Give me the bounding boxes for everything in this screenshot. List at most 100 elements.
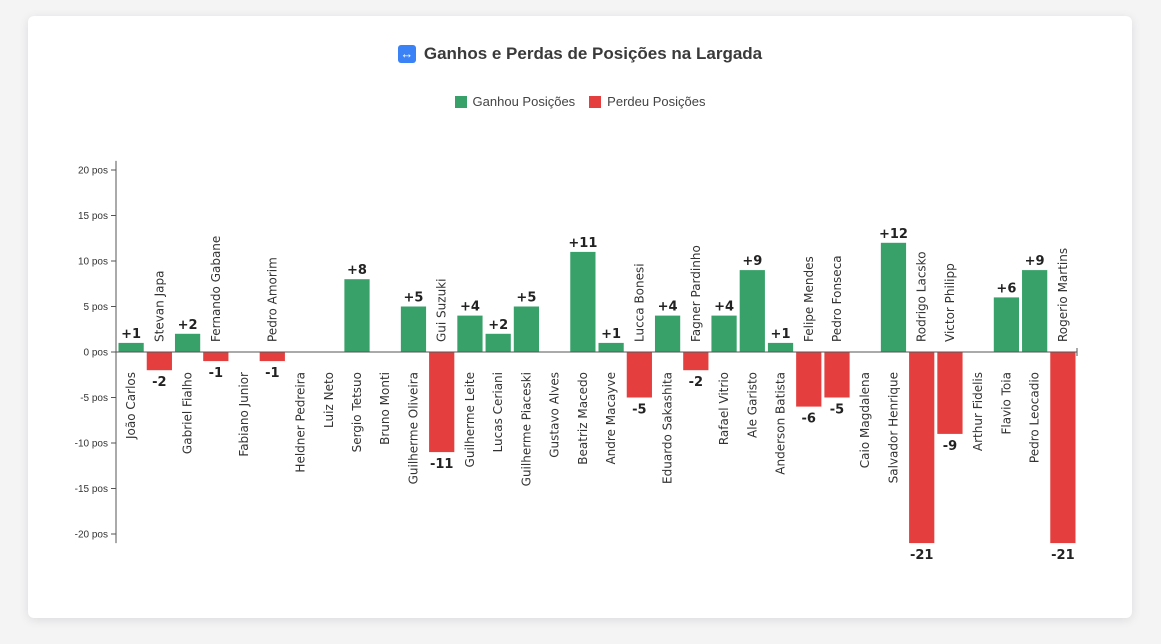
- y-tick-label: -10 pos: [75, 439, 108, 450]
- bar: [174, 333, 201, 352]
- category-label: Fagner Pardinho: [689, 245, 703, 342]
- chart-title-text: Ganhos e Perdas de Posições na Largada: [423, 44, 763, 63]
- bar: [739, 270, 765, 352]
- category-label: João Carlos: [124, 372, 138, 440]
- bar-value-label: -6: [802, 412, 816, 427]
- legend-label-loss: Perdeu Posições: [607, 94, 706, 109]
- bar: [824, 352, 850, 398]
- bar: [937, 352, 963, 434]
- bar: [203, 352, 229, 362]
- legend-label-gain: Ganhou Posições: [472, 94, 576, 109]
- bar-value-label: -1: [209, 366, 223, 381]
- bar: [711, 315, 737, 352]
- bar: [344, 279, 370, 352]
- bar-value-label: -11: [430, 457, 454, 472]
- bar: [683, 352, 709, 371]
- category-label: Pedro Fonseca: [830, 255, 844, 342]
- bar: [767, 342, 794, 352]
- bar-value-label: -5: [830, 403, 844, 418]
- bar-value-label: -2: [152, 375, 166, 390]
- category-label: Bruno Monti: [378, 372, 392, 445]
- bar: [993, 297, 1020, 352]
- category-label: Lucca Bonesi: [632, 263, 646, 342]
- bar-value-label: +5: [516, 291, 536, 306]
- y-tick-label: -20 pos: [75, 530, 108, 541]
- y-tick-label: 10 pos: [78, 257, 108, 268]
- y-tick-label: 0 pos: [84, 348, 108, 359]
- bar-value-label: -21: [1051, 548, 1075, 563]
- bar: [570, 251, 596, 352]
- bar-value-label: +6: [996, 281, 1016, 296]
- bar: [485, 333, 511, 352]
- bar-value-label: +2: [178, 318, 198, 333]
- bar: [1050, 352, 1076, 544]
- category-label: Lucas Ceriani: [491, 372, 505, 452]
- category-label: Victor Philipp: [943, 263, 957, 342]
- category-label: Caio Magdalena: [858, 372, 872, 468]
- bar: [513, 306, 540, 352]
- y-tick-label: 5 pos: [84, 302, 108, 313]
- bar-value-label: +4: [658, 300, 678, 315]
- bar: [654, 315, 681, 352]
- category-label: Arthur Fidelis: [971, 372, 985, 451]
- bar-value-label: +5: [403, 291, 423, 306]
- bar-value-label: +2: [488, 318, 508, 333]
- bar: [457, 315, 483, 352]
- legend-item-gain[interactable]: Ganhou Posições: [454, 94, 576, 109]
- category-label: Ale Garisto: [745, 372, 759, 438]
- y-tick-label: 20 pos: [78, 166, 108, 177]
- bar-value-label: +9: [1025, 254, 1045, 269]
- bar: [909, 352, 935, 544]
- category-label: Andre Macayve: [604, 372, 618, 465]
- bar-value-label: -9: [943, 439, 957, 454]
- bar-value-label: -2: [689, 375, 703, 390]
- category-label: Beatriz Macedo: [576, 372, 590, 465]
- bar: [429, 352, 455, 453]
- legend: Ganhou Posições Perdeu Posições: [28, 94, 1132, 109]
- chart-card: ↔ Ganhos e Perdas de Posições na Largada…: [28, 16, 1132, 618]
- bar: [880, 242, 907, 352]
- category-label: Guilherme Leite: [463, 372, 477, 467]
- bar-value-label: +12: [879, 227, 908, 242]
- bar: [146, 352, 172, 371]
- category-label: Guilherme Oliveira: [406, 372, 420, 484]
- bar-chart: 20 pos 15 pos 10 pos 5 pos 0 pos -5 pos -10 po…: [75, 160, 1078, 563]
- category-label: Rodrigo Lacsko: [915, 251, 929, 342]
- category-label: Rogerio Martins: [1056, 248, 1070, 342]
- category-label: Flavio Toia: [999, 372, 1013, 435]
- bar: [118, 342, 144, 352]
- bar: [400, 306, 427, 352]
- bar-value-label: +1: [601, 327, 621, 342]
- bar: [598, 342, 624, 352]
- legend-item-loss[interactable]: Perdeu Posições: [589, 94, 705, 109]
- bar-value-label: +9: [742, 254, 762, 269]
- category-label: Guilherme Piaceski: [519, 372, 533, 486]
- category-label: Eduardo Sakashita: [661, 372, 675, 484]
- category-label: Anderson Batista: [774, 372, 788, 475]
- category-label: Fernando Gabane: [209, 236, 223, 342]
- chart-title: ↔ Ganhos e Perdas de Posições na Largada: [28, 44, 1132, 64]
- bar: [1022, 270, 1048, 352]
- bar-value-label: +1: [121, 327, 141, 342]
- bar-value-label: +4: [714, 300, 734, 315]
- bar: [796, 352, 822, 407]
- left-right-arrow-icon: ↔: [397, 45, 416, 63]
- bar: [259, 352, 285, 362]
- category-label: Fabiano Junior: [237, 372, 251, 457]
- bar-value-label: +11: [568, 236, 597, 251]
- category-label: Rafael Vitrio: [717, 372, 731, 445]
- bar-value-label: -5: [632, 403, 646, 418]
- category-label: Luiz Neto: [322, 372, 336, 428]
- legend-swatch-gain: [454, 95, 467, 108]
- bar-value-label: +8: [347, 263, 367, 278]
- y-tick-label: -15 pos: [75, 484, 108, 495]
- category-label: Salvador Henrique: [886, 372, 900, 483]
- bar-value-label: -21: [910, 548, 934, 563]
- legend-swatch-loss: [589, 95, 602, 108]
- category-label: Heldner Pedreira: [294, 372, 308, 473]
- category-label: Pedro Leocadio: [1028, 372, 1042, 463]
- bar-value-label: -1: [265, 366, 279, 381]
- category-label: Pedro Amorim: [265, 257, 279, 342]
- bar-value-label: +1: [771, 327, 791, 342]
- bar: [626, 352, 652, 398]
